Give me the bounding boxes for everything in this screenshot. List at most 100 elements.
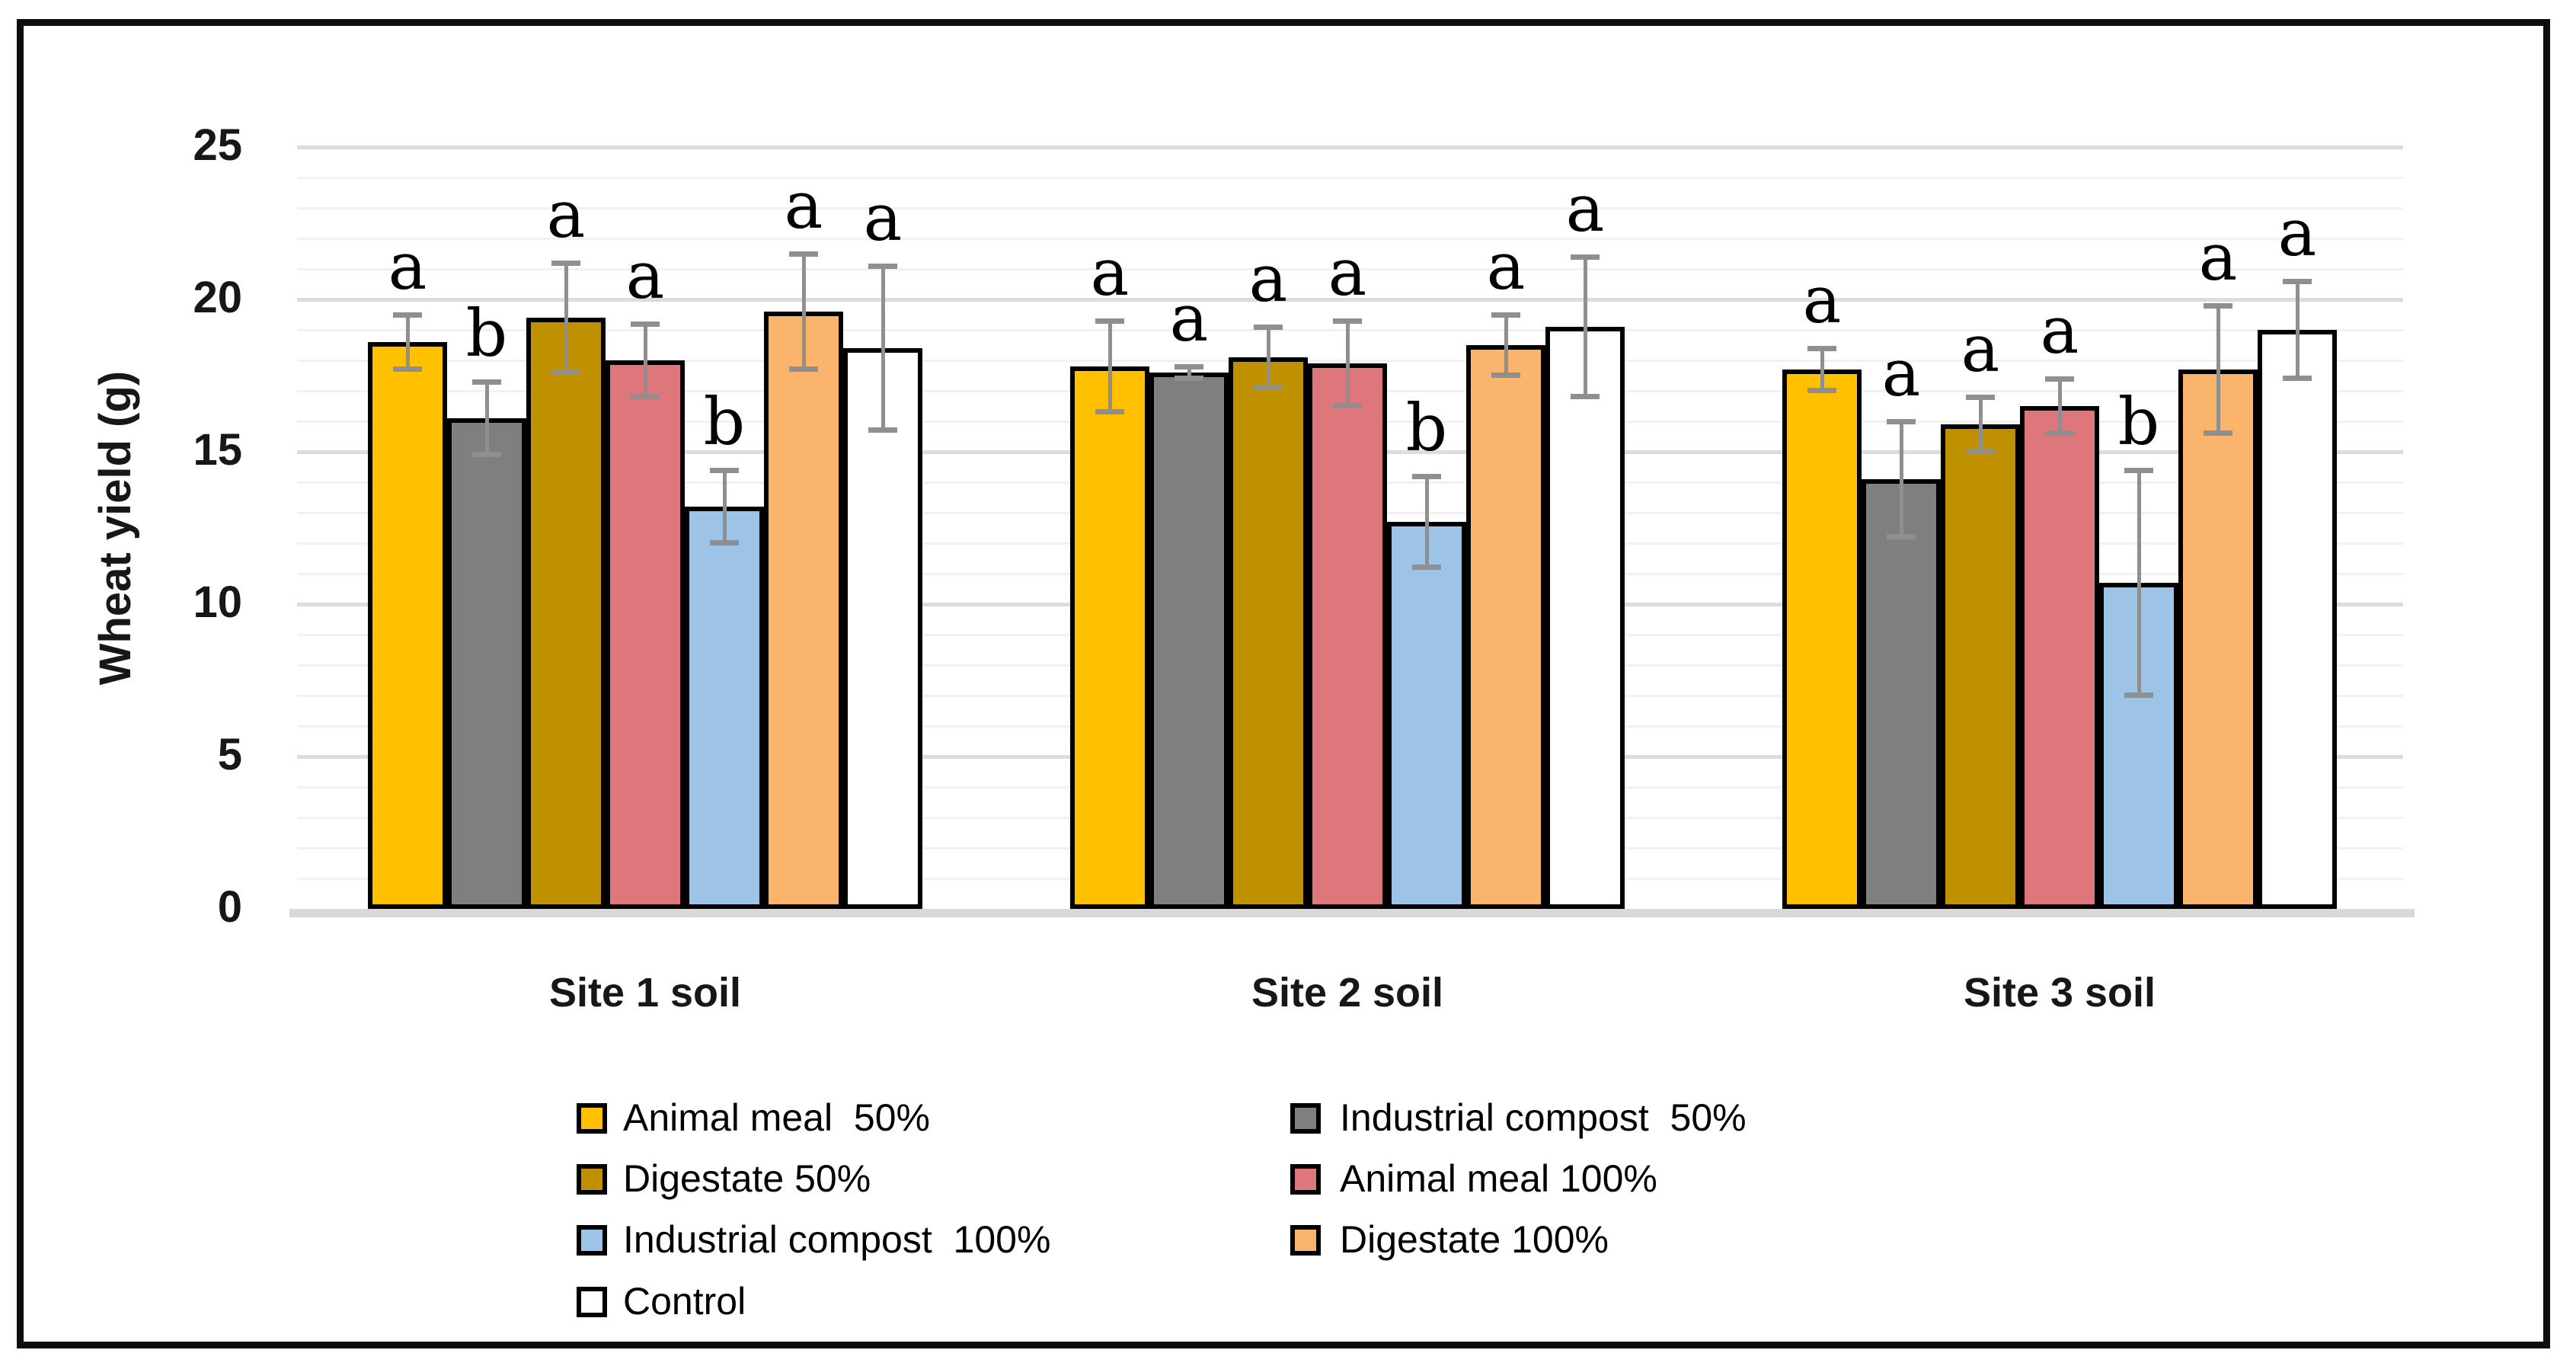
gridline-minor <box>297 177 2403 179</box>
error-bar-cap-top <box>472 379 501 385</box>
legend-swatch <box>577 1103 607 1134</box>
error-bar-cap-top <box>2204 303 2232 309</box>
error-bar <box>1266 327 1270 388</box>
significance-letter: a <box>2277 196 2317 271</box>
error-bar <box>1504 315 1508 376</box>
significance-letter: a <box>2040 293 2079 369</box>
bar <box>2020 406 2099 909</box>
error-bar <box>2137 470 2141 696</box>
bar <box>1941 424 2020 909</box>
significance-letter: b <box>465 296 508 372</box>
significance-letter: a <box>1328 235 1367 311</box>
error-bar-cap-bottom <box>393 366 422 372</box>
error-bar-cap-top <box>1095 318 1124 324</box>
error-bar-cap-top <box>1571 254 1600 260</box>
error-bar-cap-bottom <box>631 394 660 399</box>
bar <box>606 360 685 909</box>
bar <box>1545 327 1625 909</box>
error-bar-cap-bottom <box>1571 394 1600 399</box>
bar <box>1229 357 1308 909</box>
significance-letter: a <box>2198 220 2238 296</box>
error-bar-cap-top <box>2283 279 2312 284</box>
error-bar-cap-top <box>1412 474 1441 479</box>
error-bar <box>643 324 647 397</box>
error-bar-cap-bottom <box>2124 693 2153 698</box>
error-bar-cap-bottom <box>1966 449 1995 454</box>
error-bar-cap-top <box>1333 318 1362 324</box>
error-bar-cap-bottom <box>2045 430 2074 436</box>
gridline-minor <box>297 207 2403 210</box>
error-bar-cap-top <box>789 251 818 257</box>
y-tick-label: 5 <box>217 729 242 779</box>
error-bar <box>1583 257 1587 397</box>
bar <box>1466 345 1545 909</box>
error-bar <box>1899 421 1903 537</box>
error-bar-cap-top <box>393 312 422 318</box>
x-category-label: Site 3 soil <box>1963 970 2156 1016</box>
error-bar-cap-bottom <box>2283 376 2312 381</box>
legend-label: Industrial compost 100% <box>623 1217 1051 1261</box>
legend-swatch <box>577 1164 607 1195</box>
significance-letter: a <box>1881 336 1921 411</box>
error-bar-cap-bottom <box>1095 409 1124 414</box>
error-bar-cap-bottom <box>472 452 501 457</box>
legend-label: Control <box>623 1279 746 1323</box>
error-bar-cap-top <box>1887 419 1916 424</box>
gridline-minor <box>297 268 2403 270</box>
bar <box>1070 366 1149 909</box>
error-bar <box>1345 321 1350 406</box>
error-bar-cap-bottom <box>2204 430 2232 436</box>
bar <box>764 312 843 909</box>
error-bar-cap-bottom <box>1887 534 1916 539</box>
significance-letter: b <box>703 385 746 460</box>
error-bar-cap-bottom <box>1175 376 1203 381</box>
bar <box>2178 369 2258 909</box>
error-bar <box>2057 379 2062 433</box>
figure-frame <box>17 19 2550 1348</box>
legend-swatch <box>1290 1225 1321 1256</box>
significance-letter: a <box>1961 312 2000 387</box>
gridline-major <box>297 146 2403 149</box>
y-tick-label: 25 <box>193 120 242 170</box>
significance-letter: b <box>2117 385 2160 460</box>
legend-swatch <box>577 1225 607 1256</box>
error-bar-cap-top <box>1254 325 1283 330</box>
significance-letter: a <box>546 178 586 253</box>
significance-letter: a <box>1090 235 1130 311</box>
bar <box>526 318 606 909</box>
significance-letter: a <box>1486 229 1526 305</box>
error-bar-cap-top <box>1966 395 1995 400</box>
legend-label: Animal meal 100% <box>1340 1156 1657 1200</box>
error-bar <box>801 254 806 369</box>
y-tick-label: 0 <box>217 881 242 932</box>
error-bar-cap-bottom <box>1412 565 1441 570</box>
error-bar-cap-bottom <box>789 366 818 372</box>
bar <box>685 507 764 909</box>
error-bar-cap-top <box>2124 468 2153 473</box>
error-bar-cap-bottom <box>868 427 897 433</box>
error-bar <box>722 470 727 543</box>
significance-letter: a <box>1248 242 1288 317</box>
error-bar-cap-bottom <box>710 540 739 545</box>
significance-letter: a <box>1565 171 1605 247</box>
bar <box>1308 363 1387 909</box>
error-bar <box>1187 366 1191 379</box>
error-bar-cap-top <box>1491 312 1520 318</box>
legend-swatch <box>1290 1164 1321 1195</box>
error-bar <box>564 263 568 373</box>
error-bar <box>1107 321 1112 412</box>
bar <box>1862 479 1941 909</box>
y-tick-label: 20 <box>193 272 242 322</box>
y-tick-label: 10 <box>193 577 242 627</box>
bar <box>1149 373 1229 909</box>
bar <box>1387 522 1466 909</box>
error-bar <box>2295 281 2300 379</box>
legend-label: Digestate 50% <box>623 1156 871 1200</box>
error-bar-cap-bottom <box>1254 385 1283 390</box>
error-bar-cap-bottom <box>551 369 580 375</box>
x-category-label: Site 2 soil <box>1251 970 1444 1016</box>
gridline-minor <box>297 329 2403 331</box>
error-bar-cap-bottom <box>1807 388 1836 393</box>
bar <box>1782 369 1862 909</box>
